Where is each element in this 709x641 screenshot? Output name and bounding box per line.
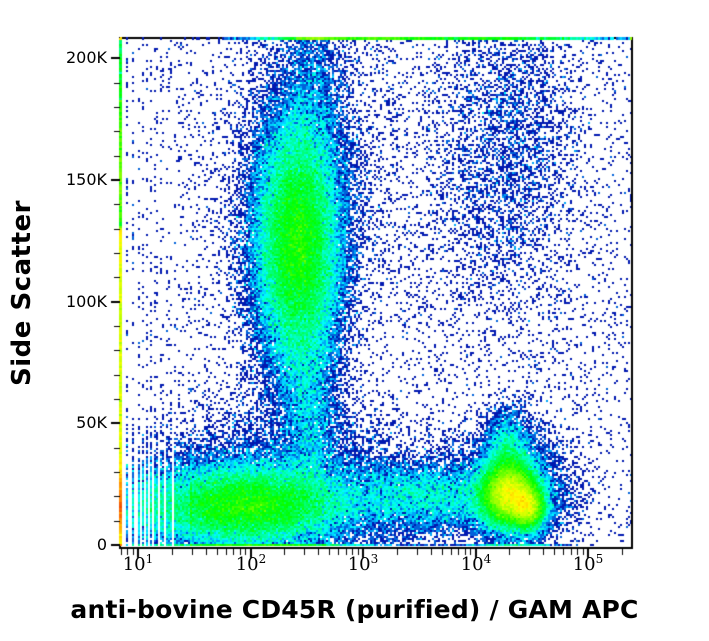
x-axis-label: anti-bovine CD45R (purified) / GAM APC (70, 595, 639, 624)
x-tick-label: 104 (460, 552, 492, 575)
y-tick-label: 0 (96, 535, 107, 554)
y-tick-label: 100K (65, 292, 107, 311)
y-tick-label: 150K (65, 170, 107, 189)
y-tick-label: 200K (65, 48, 107, 67)
y-tick-label: 50K (76, 413, 107, 432)
x-tick-label: 101 (122, 552, 154, 575)
x-tick-label: 102 (235, 552, 267, 575)
x-tick-label: 105 (572, 552, 604, 575)
x-tick-label: 103 (347, 552, 379, 575)
